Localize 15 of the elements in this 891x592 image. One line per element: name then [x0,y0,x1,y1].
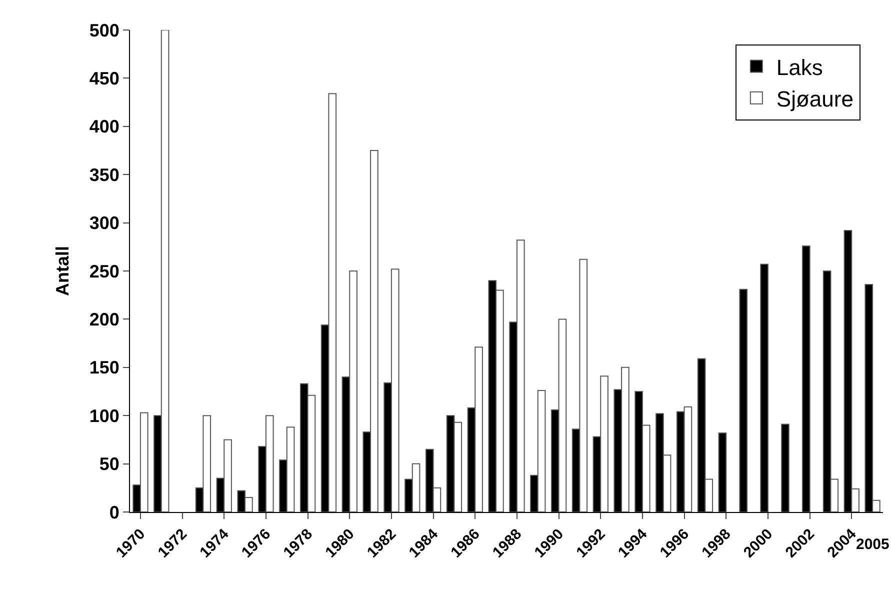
y-tick-label: 250 [89,261,120,282]
x-tick-label: 2005 [856,536,890,553]
y-tick-label: 500 [89,20,120,40]
y-tick-label: 0 [109,502,120,522]
y-tick-label: 200 [89,310,120,330]
y-tick-label: 150 [89,358,120,378]
y-tick-label: 50 [99,454,120,474]
y-tick-label: 450 [89,68,120,88]
y-tick-label: 400 [89,116,120,137]
y-axis-title: Antall [52,246,73,296]
legend-label: Laks [776,54,823,80]
legend-label: Sjøaure [776,86,854,112]
y-tick-label: 350 [89,164,120,185]
y-tick-label: 300 [89,213,120,234]
y-tick-label: 100 [89,406,120,426]
